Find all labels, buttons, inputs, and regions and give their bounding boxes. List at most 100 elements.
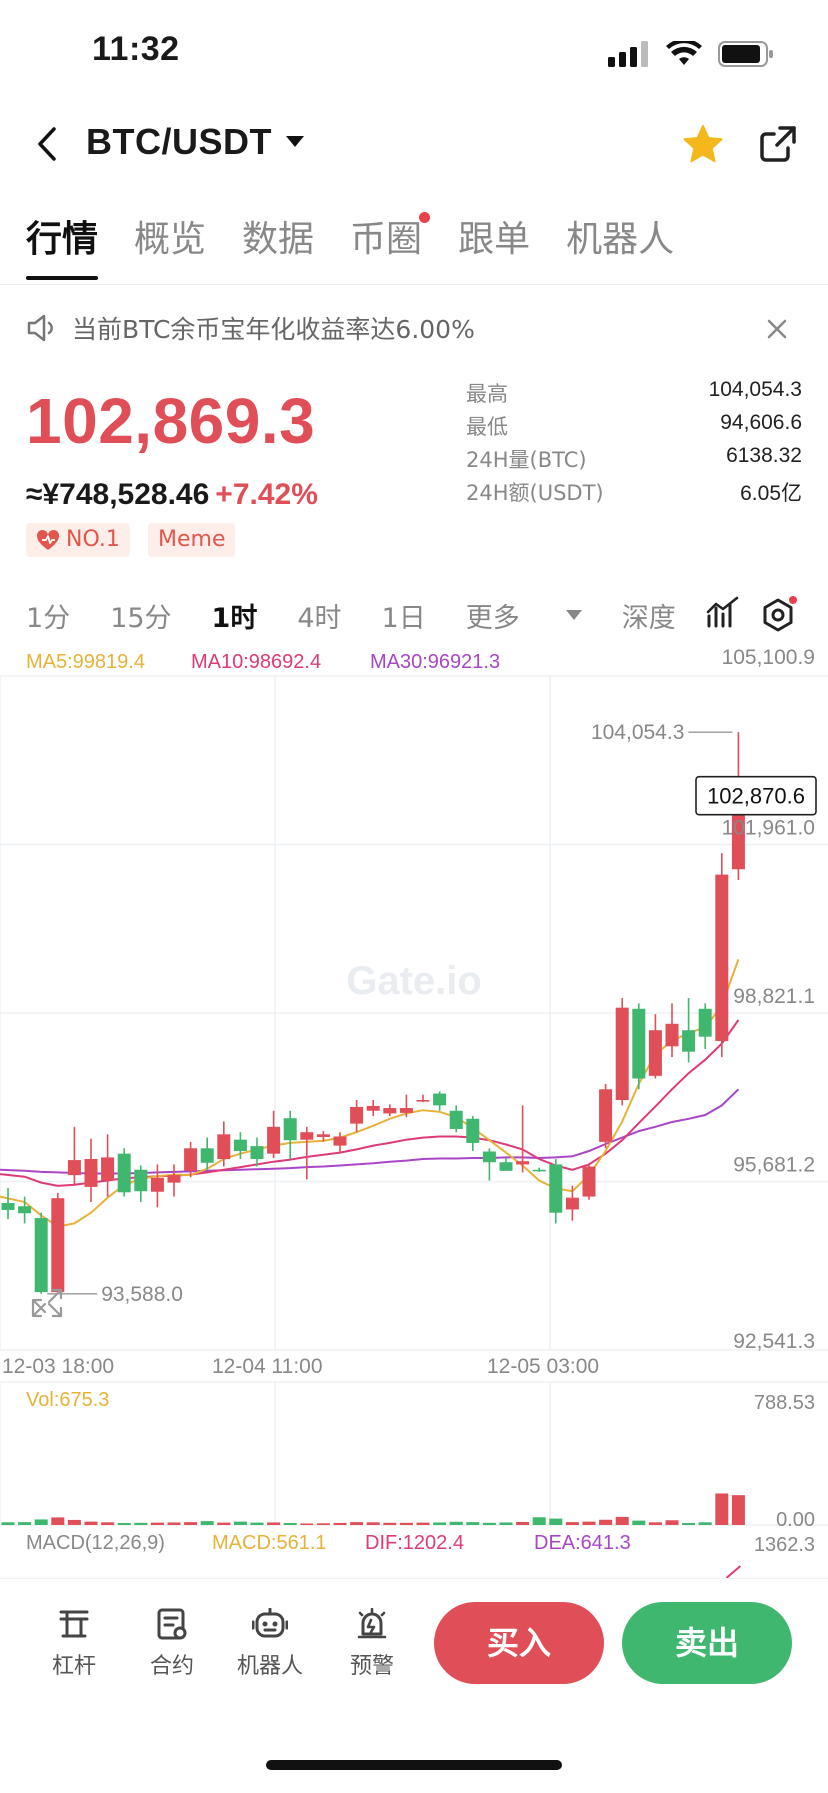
favorite-button[interactable]	[682, 124, 724, 169]
robot-icon	[252, 1608, 288, 1638]
volume-bar	[682, 1522, 696, 1525]
indicator-button[interactable]	[706, 596, 740, 633]
current-price-tag: 102,870.6	[707, 784, 805, 809]
volume-bar	[283, 1522, 297, 1525]
alert-button[interactable]: 预警	[330, 1608, 414, 1680]
volume-bar	[416, 1522, 430, 1525]
candle-body	[383, 1108, 397, 1114]
candle-body	[51, 1198, 65, 1293]
interval-more[interactable]: 更多	[466, 596, 582, 635]
tab-market[interactable]: 行情	[26, 210, 99, 280]
volume-bar	[516, 1521, 530, 1525]
interval-15m[interactable]: 15分	[110, 603, 172, 634]
tabs-divider	[0, 284, 828, 285]
kline-chart[interactable]: Gate.io 105,100.9 101,961.0 98,821.1 95,681…	[0, 640, 828, 1578]
home-indicator[interactable]	[266, 1760, 562, 1770]
tag-badge[interactable]: Meme	[148, 523, 236, 557]
pair-title: BTC/USDT	[86, 121, 272, 162]
volume-bar	[399, 1522, 413, 1525]
candle-body	[466, 1118, 480, 1143]
volume-bar	[499, 1522, 513, 1525]
tab-overview[interactable]: 概览	[134, 210, 206, 280]
candle-body	[416, 1099, 430, 1102]
dif-line-fragment	[725, 1565, 742, 1578]
volume-bar	[333, 1522, 347, 1525]
candle-body	[250, 1146, 264, 1160]
status-icons	[608, 40, 774, 68]
candle-body	[565, 1197, 579, 1210]
stat-low: 最低 94,606.6	[466, 411, 802, 444]
back-button[interactable]	[36, 126, 58, 167]
stat-value: 94,606.6	[720, 411, 802, 434]
macd-axis-top: 1362.3	[754, 1534, 815, 1556]
candle-body	[350, 1106, 364, 1124]
share-button[interactable]	[758, 124, 798, 169]
settings-icon	[763, 596, 797, 632]
volume-bar	[200, 1521, 214, 1525]
volume-bar	[34, 1519, 48, 1525]
chart-settings-button[interactable]	[758, 596, 798, 641]
volume-bars	[1, 1493, 745, 1578]
candle-body	[200, 1148, 214, 1163]
close-icon	[767, 319, 787, 339]
interval-4h[interactable]: 4时	[297, 603, 342, 634]
ma30-label: MA30:96921.3	[370, 651, 500, 673]
candle-body	[632, 1008, 646, 1079]
sell-button[interactable]: 卖出	[622, 1602, 792, 1684]
volume-bar	[582, 1521, 596, 1525]
announcement-banner[interactable]: 当前BTC余币宝年化收益率达6.00%	[26, 310, 475, 346]
pair-selector[interactable]: BTC/USDT	[86, 121, 304, 163]
volume-bar	[184, 1522, 198, 1525]
candles	[1, 732, 745, 1294]
volume-bar	[167, 1522, 181, 1525]
candle-body	[615, 1007, 629, 1100]
stat-label: 最高	[466, 382, 508, 406]
candle-body	[399, 1108, 413, 1113]
interval-selector: 1分 15分 1时 4时 1日 更多 深度	[26, 596, 716, 635]
alert-icon	[357, 1608, 387, 1639]
stat-label: 24H量(BTC)	[466, 448, 587, 472]
ma10-label: MA10:98692.4	[191, 651, 321, 673]
volume-bar	[433, 1522, 447, 1525]
interval-1m[interactable]: 1分	[26, 603, 71, 634]
macd-title: MACD(12,26,9)	[26, 1532, 165, 1554]
battery-icon	[718, 41, 773, 67]
tag-badge-label: Meme	[158, 527, 226, 552]
candle-body	[217, 1134, 231, 1160]
fullscreen-icon[interactable]	[31, 1288, 63, 1318]
indicator-chart-icon	[706, 596, 739, 628]
volume-bar	[233, 1521, 247, 1525]
y-axis-label: 105,100.9	[722, 646, 815, 669]
tab-data[interactable]: 数据	[242, 210, 314, 280]
volume-bar	[715, 1493, 729, 1525]
volume-bar	[698, 1522, 712, 1525]
contract-button[interactable]: 合约	[130, 1608, 214, 1680]
depth-tab[interactable]: 深度	[621, 603, 676, 634]
tab-community[interactable]: 币圈	[350, 210, 431, 280]
stats-panel: 最高 104,054.3 最低 94,606.6 24H量(BTC) 6138.32 …	[466, 378, 802, 510]
stat-value: 6138.32	[726, 444, 802, 467]
x-label-3: 12-05 03:00	[487, 1355, 599, 1378]
banner-close-button[interactable]	[766, 314, 788, 348]
leverage-button[interactable]: 杠杆	[32, 1608, 116, 1680]
candle-body	[233, 1139, 247, 1151]
interval-1d[interactable]: 1日	[381, 603, 426, 634]
volume-bar	[217, 1522, 231, 1525]
volume-bar	[18, 1522, 32, 1525]
volume-bar	[350, 1522, 364, 1525]
volume-bar	[565, 1522, 579, 1525]
tab-copy-trading[interactable]: 跟单	[458, 210, 530, 280]
interval-more-label: 更多	[465, 603, 520, 634]
rank-badge[interactable]: NO.1	[26, 523, 130, 557]
candle-body	[84, 1159, 98, 1187]
robot-button[interactable]: 机器人	[228, 1608, 312, 1680]
chart-watermark: Gate.io	[346, 959, 482, 1003]
candle-body	[316, 1134, 330, 1138]
interval-1h[interactable]: 1时	[211, 603, 258, 634]
tab-bots[interactable]: 机器人	[566, 210, 674, 280]
candle-body	[582, 1166, 596, 1197]
volume-bar	[466, 1522, 480, 1525]
buy-button[interactable]: 买入	[434, 1602, 604, 1684]
banner-text: 当前BTC余币宝年化收益率达6.00%	[72, 315, 475, 344]
candle-body	[117, 1153, 131, 1193]
